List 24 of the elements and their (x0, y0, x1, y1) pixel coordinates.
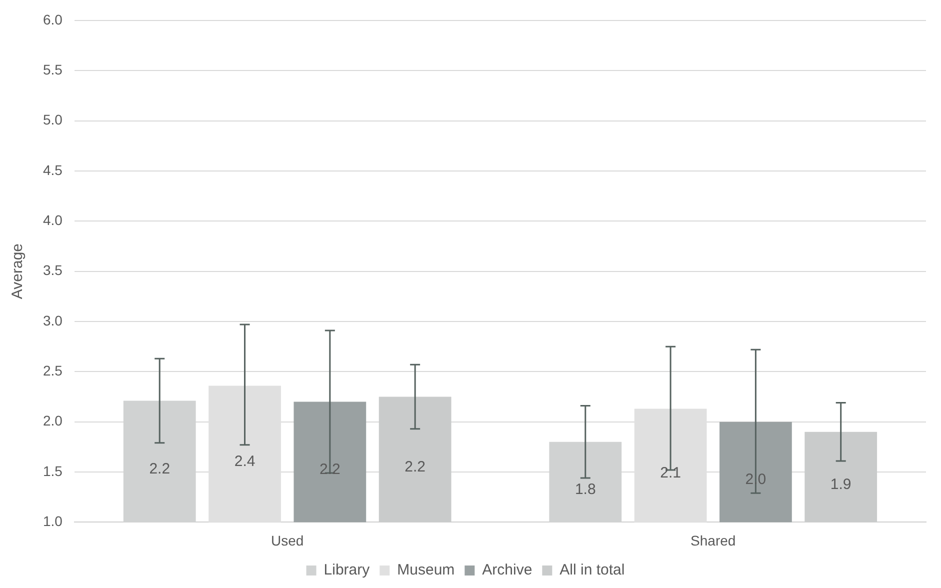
y-tick-label: 3.5 (42, 262, 63, 278)
y-tick-label: 2.5 (42, 362, 63, 379)
y-tick-label: 4.0 (42, 212, 63, 228)
data-label: 2.2 (404, 458, 426, 476)
y-tick-label: 1.5 (42, 462, 63, 479)
data-label: 2.1 (660, 464, 681, 482)
y-tick-label: 3.0 (42, 312, 63, 328)
data-label: 1.9 (830, 476, 852, 494)
y-tick-label: 1.0 (42, 513, 63, 530)
data-label: 2.4 (234, 453, 256, 470)
y-tick-label: 4.5 (42, 162, 63, 178)
x-tick-label: Shared (690, 532, 736, 548)
y-tick-label: 6.0 (42, 11, 63, 28)
x-tick-label: Used (271, 532, 304, 548)
y-axis-title: Average (9, 243, 26, 300)
data-label: 1.8 (574, 481, 596, 498)
legend-label: Museum (397, 562, 455, 579)
data-label: 2.2 (149, 460, 170, 478)
y-tick-label: 5.0 (42, 112, 63, 128)
legend-label: All in total (560, 562, 625, 579)
y-tick-label: 5.5 (42, 61, 63, 78)
legend-label: Library (324, 562, 370, 579)
y-tick-label: 2.0 (42, 412, 63, 429)
legend-label: Archive (482, 562, 532, 579)
